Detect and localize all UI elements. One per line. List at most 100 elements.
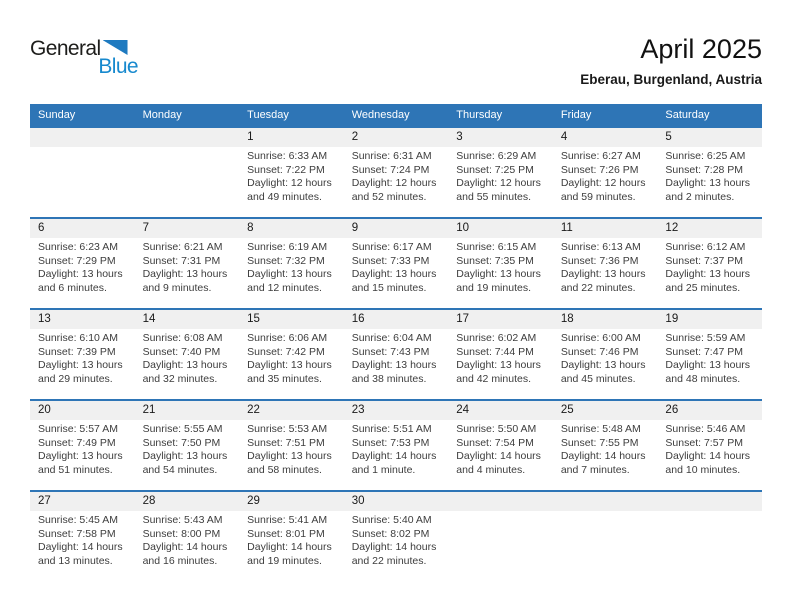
- sunset-text: Sunset: 7:42 PM: [247, 345, 325, 358]
- day-details: Sunrise: 6:12 AM Sunset: 7:37 PM Daylight:…: [657, 238, 762, 295]
- sunset-text: Sunset: 7:25 PM: [456, 163, 534, 176]
- sunset-text: Sunset: 7:47 PM: [665, 345, 744, 358]
- calendar-weeks: 1 Sunrise: 6:33 AM Sunset: 7:22 PM Daylight…: [30, 126, 762, 581]
- day-cell-24: 24 Sunrise: 5:50 AM Sunset: 7:54 PM Dayligh…: [448, 401, 553, 490]
- day-cell-3: 3 Sunrise: 6:29 AM Sunset: 7:25 PM Daylight…: [448, 128, 553, 217]
- day-details: Sunrise: 5:59 AM Sunset: 7:47 PM Daylight:…: [657, 329, 762, 386]
- sunrise-text: Sunrise: 6:27 AM: [560, 150, 641, 162]
- sunrise-text: Sunrise: 6:15 AM: [456, 241, 537, 253]
- day-number: 11: [552, 219, 658, 238]
- daylight-text: Daylight: 14 hours and 10 minutes.: [665, 450, 751, 476]
- sunrise-text: Sunrise: 6:02 AM: [456, 332, 537, 344]
- day-details: Sunrise: 5:40 AM Sunset: 8:02 PM Daylight:…: [344, 511, 449, 568]
- day-cell-18: 18 Sunrise: 6:00 AM Sunset: 7:46 PM Dayligh…: [552, 310, 658, 399]
- sunrise-text: Sunrise: 6:12 AM: [665, 241, 746, 253]
- sunrise-text: Sunrise: 5:53 AM: [247, 423, 328, 435]
- daylight-text: Daylight: 13 hours and 32 minutes.: [142, 359, 228, 385]
- day-number: 2: [343, 128, 449, 147]
- daylight-text: Daylight: 13 hours and 2 minutes.: [665, 177, 751, 203]
- weekday-label-sunday: Sunday: [38, 109, 76, 121]
- day-number: 30: [343, 492, 449, 511]
- logo-top-row: General: [30, 38, 138, 59]
- sunrise-text: Sunrise: 5:57 AM: [38, 423, 118, 435]
- empty-day-cell: [30, 128, 135, 217]
- day-details: Sunrise: 6:33 AM Sunset: 7:22 PM Daylight:…: [239, 147, 344, 204]
- day-details: Sunrise: 6:31 AM Sunset: 7:24 PM Daylight:…: [344, 147, 449, 204]
- daylight-text: Daylight: 13 hours and 42 minutes.: [456, 359, 541, 385]
- day-cell-26: 26 Sunrise: 5:46 AM Sunset: 7:57 PM Dayligh…: [657, 401, 762, 490]
- daylight-text: Daylight: 13 hours and 15 minutes.: [351, 268, 437, 294]
- day-cell-4: 4 Sunrise: 6:27 AM Sunset: 7:26 PM Daylight…: [552, 128, 658, 217]
- day-cell-8: 8 Sunrise: 6:19 AM Sunset: 7:32 PM Daylight…: [239, 219, 344, 308]
- weekday-label-saturday: Saturday: [665, 109, 710, 121]
- day-number: 13: [30, 310, 135, 329]
- day-details: Sunrise: 5:48 AM Sunset: 7:55 PM Daylight:…: [553, 420, 658, 477]
- day-number: 10: [448, 219, 553, 238]
- day-cell-29: 29 Sunrise: 5:41 AM Sunset: 8:01 PM Dayligh…: [239, 492, 344, 581]
- day-cell-30: 30 Sunrise: 5:40 AM Sunset: 8:02 PM Dayligh…: [343, 492, 449, 581]
- day-number: 26: [657, 401, 762, 420]
- sunset-text: Sunset: 8:00 PM: [142, 527, 221, 540]
- daylight-text: Daylight: 13 hours and 54 minutes.: [142, 450, 228, 476]
- sunset-text: Sunset: 7:54 PM: [456, 436, 534, 449]
- sunset-text: Sunset: 7:31 PM: [142, 254, 221, 267]
- day-number: [657, 492, 762, 511]
- day-details: Sunrise: 6:25 AM Sunset: 7:28 PM Daylight:…: [657, 147, 762, 204]
- day-details: Sunrise: 6:00 AM Sunset: 7:46 PM Daylight:…: [553, 329, 658, 386]
- day-details: Sunrise: 5:43 AM Sunset: 8:00 PM Daylight:…: [135, 511, 240, 568]
- weekday-label-friday: Friday: [560, 109, 592, 121]
- daylight-text: Daylight: 13 hours and 58 minutes.: [247, 450, 332, 476]
- day-details: Sunrise: 6:21 AM Sunset: 7:31 PM Daylight:…: [135, 238, 240, 295]
- day-cell-9: 9 Sunrise: 6:17 AM Sunset: 7:33 PM Daylight…: [343, 219, 449, 308]
- sunrise-text: Sunrise: 6:04 AM: [351, 332, 432, 344]
- day-number: 21: [134, 401, 240, 420]
- daylight-text: Daylight: 13 hours and 29 minutes.: [38, 359, 123, 385]
- sunset-text: Sunset: 7:57 PM: [665, 436, 744, 449]
- day-number: 12: [657, 219, 762, 238]
- day-number: 22: [239, 401, 344, 420]
- day-number: 27: [30, 492, 135, 511]
- sunset-text: Sunset: 7:43 PM: [351, 345, 430, 358]
- day-details: Sunrise: 6:27 AM Sunset: 7:26 PM Daylight:…: [553, 147, 658, 204]
- daylight-text: Daylight: 14 hours and 16 minutes.: [142, 541, 228, 567]
- day-details: Sunrise: 6:04 AM Sunset: 7:43 PM Daylight:…: [344, 329, 449, 386]
- day-number: [448, 492, 553, 511]
- day-details: Sunrise: 5:46 AM Sunset: 7:57 PM Daylight:…: [657, 420, 762, 477]
- daylight-text: Daylight: 13 hours and 48 minutes.: [665, 359, 751, 385]
- day-number: 5: [657, 128, 762, 147]
- daylight-text: Daylight: 13 hours and 6 minutes.: [38, 268, 123, 294]
- sunrise-text: Sunrise: 5:45 AM: [38, 514, 118, 526]
- day-details: Sunrise: 6:29 AM Sunset: 7:25 PM Daylight:…: [448, 147, 553, 204]
- day-details: Sunrise: 5:53 AM Sunset: 7:51 PM Daylight:…: [239, 420, 344, 477]
- weekday-label-thursday: Thursday: [456, 109, 503, 121]
- day-cell-7: 7 Sunrise: 6:21 AM Sunset: 7:31 PM Daylight…: [134, 219, 240, 308]
- daylight-text: Daylight: 13 hours and 38 minutes.: [351, 359, 437, 385]
- day-number: 3: [448, 128, 553, 147]
- day-details: Sunrise: 6:08 AM Sunset: 7:40 PM Daylight:…: [135, 329, 240, 386]
- sunrise-text: Sunrise: 6:13 AM: [560, 241, 641, 253]
- empty-day-cell: [448, 492, 553, 581]
- day-details: Sunrise: 6:02 AM Sunset: 7:44 PM Daylight:…: [448, 329, 553, 386]
- empty-day-cell: [552, 492, 658, 581]
- day-cell-25: 25 Sunrise: 5:48 AM Sunset: 7:55 PM Dayligh…: [552, 401, 658, 490]
- day-number: 7: [134, 219, 240, 238]
- daylight-text: Daylight: 14 hours and 1 minute.: [351, 450, 437, 476]
- daylight-text: Daylight: 12 hours and 59 minutes.: [560, 177, 646, 203]
- sunrise-text: Sunrise: 6:08 AM: [142, 332, 223, 344]
- daylight-text: Daylight: 14 hours and 7 minutes.: [560, 450, 646, 476]
- day-number: 1: [239, 128, 344, 147]
- sunrise-text: Sunrise: 6:19 AM: [247, 241, 328, 253]
- day-number: [552, 492, 658, 511]
- sunset-text: Sunset: 7:35 PM: [456, 254, 534, 267]
- day-number: 17: [448, 310, 553, 329]
- sunset-text: Sunset: 7:32 PM: [247, 254, 325, 267]
- sunrise-text: Sunrise: 6:06 AM: [247, 332, 328, 344]
- page-title: April 2025: [640, 34, 762, 64]
- sunset-text: Sunset: 7:36 PM: [560, 254, 639, 267]
- sunrise-text: Sunrise: 6:21 AM: [142, 241, 223, 253]
- day-cell-17: 17 Sunrise: 6:02 AM Sunset: 7:44 PM Dayligh…: [448, 310, 553, 399]
- day-cell-22: 22 Sunrise: 5:53 AM Sunset: 7:51 PM Dayligh…: [239, 401, 344, 490]
- logo-text-blue: Blue: [98, 55, 138, 78]
- sunrise-text: Sunrise: 6:00 AM: [560, 332, 641, 344]
- day-cell-21: 21 Sunrise: 5:55 AM Sunset: 7:50 PM Dayligh…: [134, 401, 240, 490]
